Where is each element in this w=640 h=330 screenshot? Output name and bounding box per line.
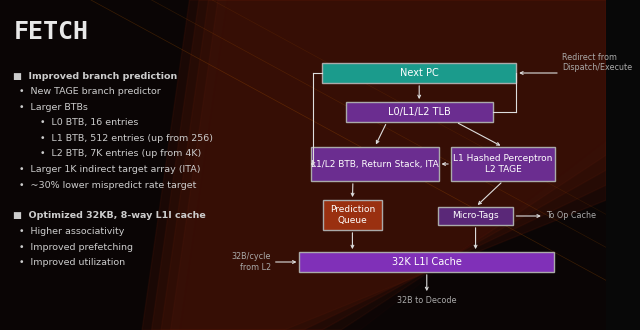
Text: Redirect from
Dispatch/Execute: Redirect from Dispatch/Execute bbox=[562, 52, 632, 72]
Text: Micro-Tags: Micro-Tags bbox=[452, 212, 499, 220]
Text: •  New TAGE branch predictor: • New TAGE branch predictor bbox=[13, 87, 161, 96]
Text: 32B/cycle
from L2: 32B/cycle from L2 bbox=[232, 252, 271, 272]
Text: •  Larger BTBs: • Larger BTBs bbox=[13, 103, 88, 112]
Text: L1 Hashed Perceptron
L2 TAGE: L1 Hashed Perceptron L2 TAGE bbox=[453, 154, 553, 174]
Text: Prediction
Queue: Prediction Queue bbox=[330, 205, 375, 225]
Text: L0/L1/L2 TLB: L0/L1/L2 TLB bbox=[388, 107, 451, 117]
FancyBboxPatch shape bbox=[438, 207, 513, 225]
Text: •  L2 BTB, 7K entries (up from 4K): • L2 BTB, 7K entries (up from 4K) bbox=[13, 149, 202, 158]
FancyBboxPatch shape bbox=[323, 200, 382, 230]
FancyBboxPatch shape bbox=[322, 63, 516, 83]
Text: L1/L2 BTB, Return Stack, ITA: L1/L2 BTB, Return Stack, ITA bbox=[311, 159, 438, 169]
Polygon shape bbox=[161, 0, 606, 330]
Text: •  L1 BTB, 512 entries (up from 256): • L1 BTB, 512 entries (up from 256) bbox=[13, 134, 213, 143]
FancyBboxPatch shape bbox=[300, 252, 554, 272]
Text: FETCH: FETCH bbox=[13, 20, 88, 44]
Text: 32K L1I Cache: 32K L1I Cache bbox=[392, 257, 461, 267]
Polygon shape bbox=[180, 0, 606, 330]
FancyBboxPatch shape bbox=[451, 147, 555, 181]
Text: To Op Cache: To Op Cache bbox=[546, 212, 596, 220]
Text: •  Improved utilization: • Improved utilization bbox=[13, 258, 125, 267]
Polygon shape bbox=[142, 0, 606, 330]
FancyBboxPatch shape bbox=[346, 102, 493, 122]
Text: ■  Optimized 32KB, 8-way L1I cache: ■ Optimized 32KB, 8-way L1I cache bbox=[13, 212, 206, 220]
Text: •  ~30% lower mispredict rate target: • ~30% lower mispredict rate target bbox=[13, 181, 196, 189]
FancyBboxPatch shape bbox=[311, 147, 438, 181]
Text: Next PC: Next PC bbox=[400, 68, 438, 78]
Text: •  Higher associativity: • Higher associativity bbox=[13, 227, 125, 236]
Text: ■  Improved branch prediction: ■ Improved branch prediction bbox=[13, 72, 177, 81]
Polygon shape bbox=[152, 0, 606, 330]
Text: •  Larger 1K indirect target array (ITA): • Larger 1K indirect target array (ITA) bbox=[13, 165, 201, 174]
Text: •  L0 BTB, 16 entries: • L0 BTB, 16 entries bbox=[13, 118, 139, 127]
Text: •  Improved prefetching: • Improved prefetching bbox=[13, 243, 133, 251]
Text: 32B to Decode: 32B to Decode bbox=[397, 296, 456, 305]
Polygon shape bbox=[170, 0, 606, 330]
